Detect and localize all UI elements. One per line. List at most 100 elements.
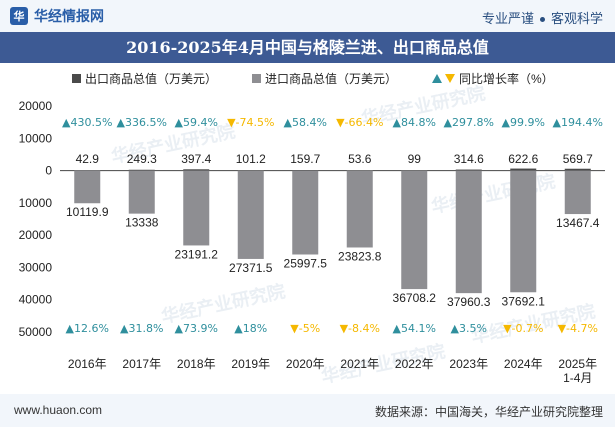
x-category-label: 2016年 [68, 357, 107, 371]
legend-import-swatch [252, 74, 261, 83]
legend: 出口商品总值（万美元） 进口商品总值（万美元） 同比增长率（%） [0, 70, 615, 90]
export-bar [183, 169, 210, 171]
import-value-label: 23191.2 [175, 247, 219, 261]
x-category-label: 2019年 [231, 357, 270, 371]
export-growth-label: ▲297.8% [444, 116, 494, 129]
import-bar [128, 170, 155, 214]
import-value-label: 27371.5 [229, 261, 273, 275]
x-category-label: 2020年 [286, 357, 325, 371]
brand: 华 华经情报网 [10, 6, 104, 26]
import-bar [455, 170, 482, 294]
import-bar [564, 170, 591, 215]
import-value-label: 10119.9 [66, 205, 109, 219]
legend-growth-label: 同比增长率（%） [459, 72, 554, 86]
export-value-label: 53.6 [348, 152, 372, 166]
bullet-icon [539, 17, 545, 23]
export-value-label: 249.3 [127, 152, 157, 166]
y-tick-label: 50000 [19, 325, 53, 339]
x-category-label: 2023年 [449, 357, 488, 371]
export-bar [128, 169, 155, 171]
import-bar [346, 170, 373, 248]
import-growth-label: ▲31.8% [120, 322, 163, 335]
import-value-label: 23823.8 [338, 249, 382, 263]
export-value-label: 159.7 [290, 152, 320, 166]
footer: www.huaon.com 数据来源：中国海关，华经产业研究院整理 [0, 394, 615, 427]
export-bar [237, 170, 264, 171]
import-value-label: 13467.4 [556, 216, 600, 230]
export-growth-label: ▼-66.4% [336, 116, 383, 129]
y-tick-label: 20000 [19, 99, 53, 113]
import-value-label: 37960.3 [447, 295, 491, 309]
import-growth-label: ▲12.6% [66, 322, 109, 335]
data-source: 数据来源：中国海关，华经产业研究院整理 [374, 405, 603, 419]
import-value-label: 13338 [125, 216, 159, 230]
import-bar [510, 170, 537, 293]
export-growth-label: ▼-74.5% [227, 116, 274, 129]
export-bar [455, 169, 482, 171]
import-bar [74, 170, 101, 204]
import-value-label: 25997.5 [284, 257, 328, 271]
tagline-right: 客观科学 [550, 11, 603, 26]
export-growth-label: ▲99.9% [502, 116, 545, 129]
chart-svg: 20000 10000 0 10000 20000 30000 40000 50000 42.9… [19, 99, 605, 385]
tagline-left: 专业严谨 [481, 11, 534, 26]
y-tick-label: 10000 [19, 196, 53, 210]
triangle-down-icon [445, 74, 455, 83]
export-value-label: 99 [408, 152, 422, 166]
legend-growth: 同比增长率（%） [432, 70, 554, 87]
x-category-label: 2024年 [504, 357, 543, 371]
chart-title: 2016-2025年4月中国与格陵兰进、出口商品总值 [0, 32, 615, 63]
export-value-label: 314.6 [454, 152, 484, 166]
legend-import: 进口商品总值（万美元） [252, 70, 397, 87]
import-growth-label: ▲54.1% [393, 322, 436, 335]
x-category-label: 2018年 [177, 357, 216, 371]
export-bar [510, 168, 537, 171]
export-bar [292, 170, 319, 171]
export-value-label: 622.6 [508, 152, 538, 166]
import-growth-label: ▼-5% [290, 322, 320, 335]
export-growth-label: ▲430.5% [62, 116, 112, 129]
tagline: 专业严谨 客观科学 [482, 8, 603, 27]
x-category-label: 2022年 [395, 357, 434, 371]
legend-import-label: 进口商品总值（万美元） [265, 72, 398, 86]
import-growth-label: ▼-0.7% [503, 322, 543, 335]
y-tick-label: 10000 [19, 131, 53, 145]
y-tick-label: 20000 [19, 228, 53, 242]
export-bar [401, 170, 428, 171]
export-growth-label: ▲336.5% [117, 116, 167, 129]
export-growth-label: ▲58.4% [284, 116, 327, 129]
triangle-up-icon [432, 74, 442, 83]
import-growth-label: ▼-4.7% [558, 322, 598, 335]
import-bar [401, 170, 428, 290]
export-value-label: 569.7 [563, 152, 593, 166]
x-category-label: 2025年 [558, 357, 597, 371]
export-growth-label: ▲84.8% [393, 116, 436, 129]
brand-name: 华经情报网 [34, 8, 104, 24]
top-bar: 华 华经情报网 专业严谨 客观科学 [0, 0, 615, 32]
import-value-label: 37692.1 [502, 294, 546, 308]
import-growth-label: ▲18% [234, 322, 267, 335]
y-tick-label: 40000 [19, 293, 53, 307]
y-tick-label: 30000 [19, 260, 53, 274]
import-growth-label: ▲3.5% [451, 322, 487, 335]
export-value-label: 397.4 [181, 152, 211, 166]
export-growth-label: ▲59.4% [175, 116, 218, 129]
export-value-label: 42.9 [76, 152, 100, 166]
import-bar [183, 170, 210, 246]
website: www.huaon.com [14, 403, 103, 417]
x-category-label: 1-4月 [563, 371, 592, 385]
legend-export-label: 出口商品总值（万美元） [85, 72, 218, 86]
legend-export-swatch [72, 74, 81, 83]
export-growth-label: ▲194.4% [553, 116, 603, 129]
y-tick-label: 0 [45, 164, 52, 178]
x-category-label: 2017年 [122, 357, 161, 371]
x-category-label: 2021年 [340, 357, 379, 371]
legend-export: 出口商品总值（万美元） [72, 70, 217, 87]
export-bar [564, 168, 591, 171]
import-growth-label: ▼-8.4% [340, 322, 380, 335]
import-bar [292, 170, 319, 255]
import-value-label: 36708.2 [393, 291, 437, 305]
import-bar [237, 170, 264, 259]
export-value-label: 101.2 [236, 152, 266, 166]
